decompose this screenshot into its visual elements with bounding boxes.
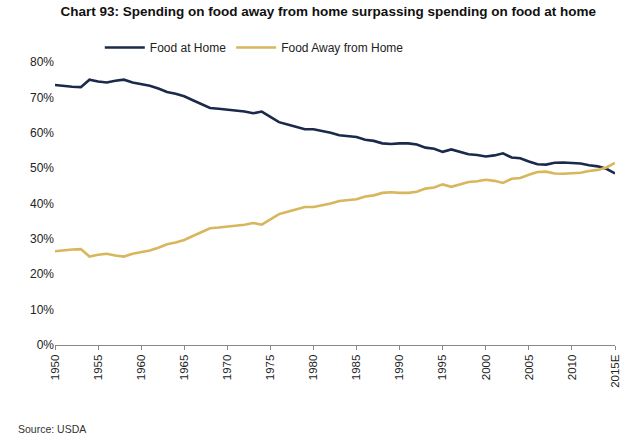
svg-text:1960: 1960	[135, 355, 147, 381]
svg-text:20%: 20%	[30, 267, 54, 281]
svg-text:0%: 0%	[37, 338, 55, 352]
svg-text:2005: 2005	[523, 355, 535, 381]
svg-text:1970: 1970	[221, 355, 233, 381]
svg-text:Source: USDA: Source: USDA	[18, 423, 86, 433]
svg-text:Food at Home: Food at Home	[150, 41, 226, 55]
svg-text:2000: 2000	[480, 355, 492, 381]
svg-text:2015E: 2015E	[609, 354, 621, 388]
svg-text:30%: 30%	[30, 232, 54, 246]
svg-text:60%: 60%	[30, 126, 54, 140]
svg-text:70%: 70%	[30, 91, 54, 105]
svg-text:1980: 1980	[307, 355, 319, 381]
svg-text:40%: 40%	[30, 197, 54, 211]
svg-text:1995: 1995	[436, 355, 448, 381]
svg-text:10%: 10%	[30, 303, 54, 317]
svg-text:1965: 1965	[178, 355, 190, 381]
svg-text:1955: 1955	[92, 355, 104, 381]
svg-text:80%: 80%	[30, 55, 54, 69]
svg-text:1990: 1990	[393, 355, 405, 381]
svg-text:Food Away from Home: Food Away from Home	[281, 41, 403, 55]
svg-text:1985: 1985	[350, 355, 362, 381]
svg-text:2010: 2010	[566, 355, 578, 381]
svg-text:1975: 1975	[264, 355, 276, 381]
svg-text:50%: 50%	[30, 161, 54, 175]
svg-text:1950: 1950	[49, 355, 61, 381]
svg-text:Chart 93: Spending on food awa: Chart 93: Spending on food away from hom…	[61, 4, 597, 19]
